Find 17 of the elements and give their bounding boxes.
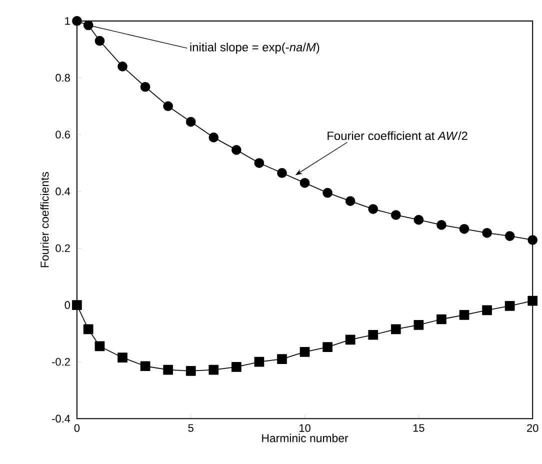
y-tick-label: 0.2 [56, 244, 70, 252]
annotation: Fourier coefficient at AW/2 [328, 131, 468, 140]
x-tick-label: 5 [188, 424, 194, 432]
x-tick-label: 0 [74, 424, 80, 432]
y-tick-label: -0.2 [52, 358, 70, 366]
y-tick-label: -0.4 [52, 414, 70, 423]
y-tick-label: 1 [65, 17, 70, 25]
y-tick-label: 0.4 [56, 188, 70, 196]
x-tick-label: 15 [413, 424, 424, 432]
y-tick-label: 0.6 [56, 130, 70, 139]
annotation: initial slope = exp(-na/M) [190, 42, 320, 54]
y-axis-title: Fourier coefficients [40, 172, 49, 268]
x-axis-title: Harminic number [262, 434, 348, 442]
y-tick-label: 0.8 [56, 74, 70, 82]
x-tick-label: 10 [300, 424, 310, 432]
y-tick-label: 0 [64, 301, 70, 310]
x-tick-label: 20 [527, 424, 538, 432]
